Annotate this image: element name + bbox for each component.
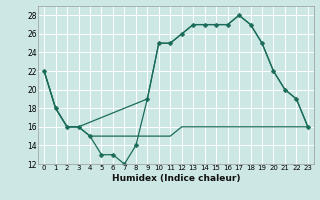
X-axis label: Humidex (Indice chaleur): Humidex (Indice chaleur) [112, 174, 240, 183]
